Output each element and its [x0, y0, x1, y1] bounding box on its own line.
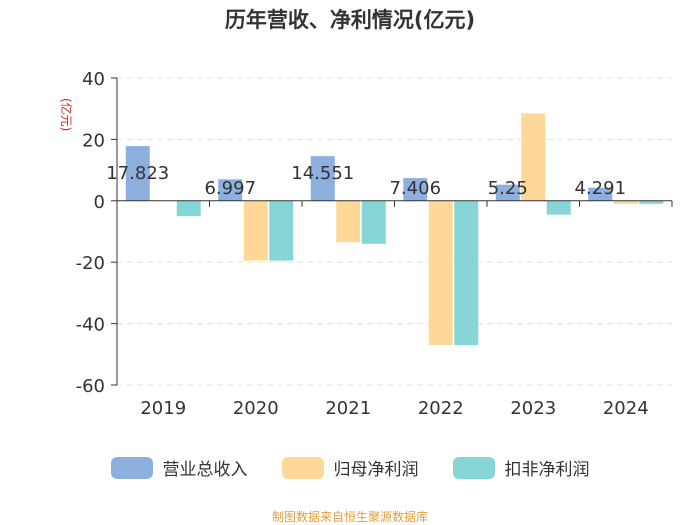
bar-net-profit-2023 [521, 113, 546, 201]
bar-net-profit-2020 [243, 200, 268, 261]
legend-label-net-profit: 归母净利润 [333, 460, 419, 480]
legend: 营业总收入 归母净利润 扣非净利润 [0, 455, 700, 480]
data-label-revenue-2024: 4.291 [574, 178, 626, 199]
x-tick-label: 2023 [510, 398, 556, 419]
bar-revenue-2020 [218, 179, 243, 201]
data-label-revenue-2023: 5.25 [488, 178, 528, 199]
legend-item-revenue[interactable]: 营业总收入 [110, 455, 248, 480]
bar-revenue-2023 [495, 184, 520, 201]
legend-swatch-revenue [110, 456, 153, 479]
bar-revenue-2021 [310, 156, 335, 201]
bar-deducted-net-profit-2019 [176, 200, 201, 217]
bar-revenue-2022 [403, 178, 428, 201]
legend-label-deducted-net-profit: 扣非净利润 [504, 460, 590, 480]
y-tick-label: 0 [94, 192, 105, 213]
bar-net-profit-2022 [428, 200, 453, 346]
data-label-revenue-2020: 6.997 [204, 178, 256, 199]
legend-item-net-profit[interactable]: 归母净利润 [281, 455, 419, 480]
y-tick-label: -60 [76, 376, 105, 397]
y-axis-label: (亿元) [59, 98, 74, 131]
bar-deducted-net-profit-2020 [269, 200, 294, 261]
bar-deducted-net-profit-2024 [639, 200, 664, 204]
legend-swatch-net-profit [281, 456, 324, 479]
legend-label-revenue: 营业总收入 [162, 460, 248, 480]
bar-revenue-2019 [125, 146, 150, 201]
x-tick-label: 2024 [603, 398, 649, 419]
chart-title: 历年营收、净利情况(亿元) [224, 8, 476, 32]
source-note: 制图数据来自恒生聚源数据库 [271, 510, 428, 524]
y-tick-label: 40 [82, 69, 105, 90]
x-tick-label: 2021 [325, 398, 371, 419]
y-tick-label: 20 [82, 130, 105, 151]
x-tick-label: 2019 [140, 398, 186, 419]
bar-revenue-2024 [588, 187, 613, 201]
bar-net-profit-2024 [613, 200, 638, 204]
bar-deducted-net-profit-2021 [361, 200, 386, 244]
y-tick-label: -20 [76, 253, 105, 274]
data-label-revenue-2019: 17.823 [106, 163, 169, 184]
legend-swatch-deducted-net-profit [452, 456, 495, 479]
bar-deducted-net-profit-2023 [546, 200, 571, 215]
x-tick-label: 2020 [233, 398, 279, 419]
x-tick-label: 2022 [418, 398, 464, 419]
bar-net-profit-2021 [336, 200, 361, 243]
bar-deducted-net-profit-2022 [454, 200, 479, 346]
data-label-revenue-2022: 7.406 [389, 178, 441, 199]
data-label-revenue-2021: 14.551 [291, 163, 354, 184]
legend-item-deducted-net-profit[interactable]: 扣非净利润 [452, 455, 590, 480]
y-tick-label: -40 [76, 315, 105, 336]
